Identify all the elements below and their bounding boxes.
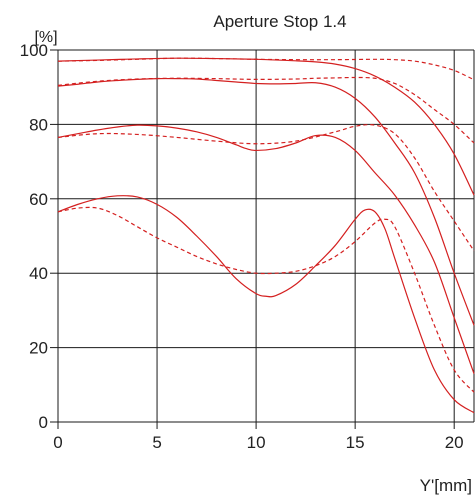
grid: [50, 49, 475, 429]
y-tick-label: 20: [29, 339, 48, 358]
x-tick-label: 0: [53, 433, 62, 452]
y-tick-label: 100: [20, 41, 48, 60]
x-tick-label: 15: [346, 433, 365, 452]
series-lines: [57, 57, 475, 414]
series-line-7-solid: [57, 195, 475, 414]
chart-title: Aperture Stop 1.4: [213, 12, 346, 31]
y-tick-label: 40: [29, 264, 48, 283]
x-axis-unit: Y'[mm]: [420, 476, 472, 495]
y-axis-unit: [%]: [34, 29, 57, 46]
series-line-4-dashed: [57, 76, 475, 144]
y-tick-label: 80: [29, 115, 48, 134]
x-tick-label: 20: [445, 433, 464, 452]
tick-labels: 0 20 40 60 80 100 0 5 10 15 20: [20, 41, 464, 452]
y-tick-label: 60: [29, 190, 48, 209]
x-tick-label: 10: [247, 433, 266, 452]
y-tick-label: 0: [39, 413, 48, 432]
x-tick-label: 5: [152, 433, 161, 452]
series-line-5-solid: [57, 124, 475, 374]
series-line-8-dashed: [57, 206, 475, 393]
series-line-6-dashed: [57, 124, 475, 252]
series-line-3-solid: [57, 77, 475, 326]
